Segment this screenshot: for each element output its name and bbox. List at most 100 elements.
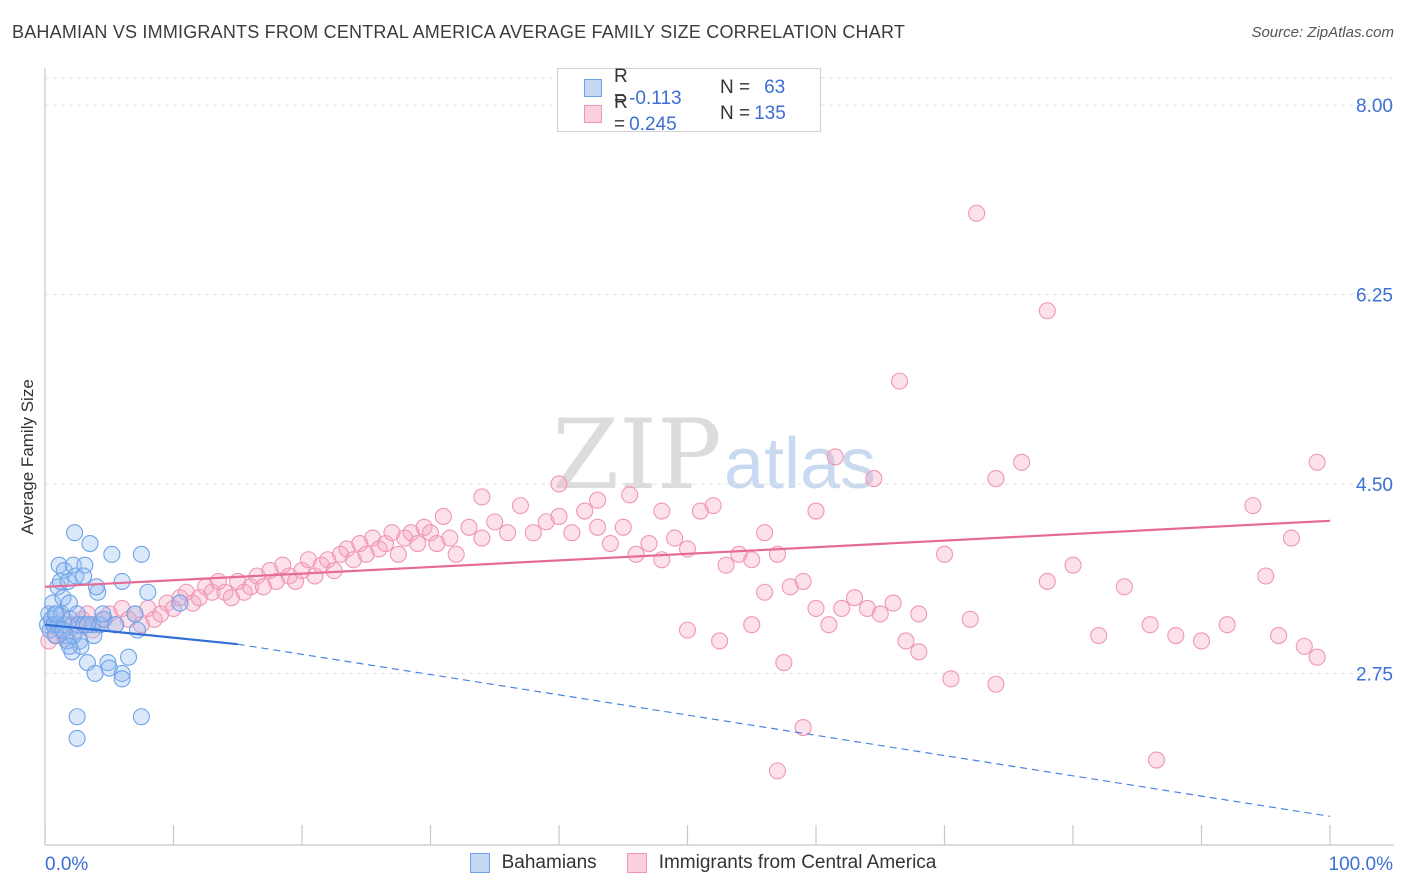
point-central-america <box>968 204 986 222</box>
point-central-america <box>807 502 825 520</box>
point-central-america <box>588 518 607 536</box>
point-central-america <box>338 540 356 558</box>
point-central-america <box>441 529 459 547</box>
trendline-bahamians <box>44 623 238 646</box>
point-bahamians <box>113 670 131 688</box>
x-tick-label-max: 100.0% <box>1329 854 1394 875</box>
point-central-america <box>987 470 1005 488</box>
point-central-america <box>203 583 221 601</box>
point-central-america <box>1308 648 1326 666</box>
point-central-america <box>897 632 915 650</box>
x-tick-label-min: 0.0% <box>45 854 88 875</box>
legend-item-bahamians[interactable]: Bahamians <box>469 852 597 874</box>
legend-label-central-america: Immigrants from Central America <box>658 852 937 873</box>
legend-label-bahamians: Bahamians <box>501 852 597 873</box>
point-central-america <box>678 621 697 639</box>
point-bahamians <box>100 659 118 677</box>
point-central-america <box>499 524 517 542</box>
point-bahamians <box>139 583 157 601</box>
point-central-america <box>1038 302 1056 320</box>
point-central-america <box>524 524 542 542</box>
legend-swatch-bahamians <box>584 79 602 97</box>
legend-item-central-america[interactable]: Immigrants from Central America <box>626 852 937 874</box>
point-central-america <box>473 488 491 506</box>
point-central-america <box>871 605 889 623</box>
legend-stats: R = -0.113 N = 63 R = 0.245 N = 135 <box>557 66 821 135</box>
point-central-america <box>299 551 317 569</box>
point-central-america <box>254 578 273 596</box>
point-central-america <box>961 610 979 628</box>
point-central-america <box>717 556 735 574</box>
n-value: 63 <box>764 77 786 98</box>
point-central-america <box>1295 637 1313 655</box>
point-central-america <box>601 534 619 553</box>
point-central-america <box>421 524 440 542</box>
point-central-america <box>1141 616 1159 634</box>
point-central-america <box>473 529 491 547</box>
point-central-america <box>190 589 208 607</box>
point-central-america <box>434 507 452 526</box>
point-central-america <box>768 762 787 780</box>
point-central-america <box>935 545 954 563</box>
point-central-america <box>113 599 131 618</box>
point-bahamians <box>132 708 150 726</box>
point-bahamians <box>171 594 189 612</box>
point-central-america <box>402 524 420 542</box>
point-central-america <box>242 578 260 596</box>
point-bahamians <box>85 626 103 645</box>
point-central-america <box>537 513 555 531</box>
point-central-america <box>1090 626 1108 645</box>
point-central-america <box>486 513 504 531</box>
r-value: 0.245 <box>629 114 677 135</box>
legend-swatch-bahamians <box>469 853 490 873</box>
point-central-america <box>376 534 395 553</box>
point-central-america <box>621 486 639 504</box>
point-central-america <box>1308 453 1326 471</box>
point-central-america <box>1115 578 1133 596</box>
point-central-america <box>1064 556 1082 574</box>
point-bahamians <box>113 664 131 682</box>
point-bahamians <box>113 572 131 590</box>
point-central-america <box>550 475 568 493</box>
point-central-america <box>152 605 170 623</box>
point-central-america <box>1147 751 1166 769</box>
point-central-america <box>627 545 645 563</box>
y-tick-label: 4.50 <box>1356 475 1393 496</box>
point-central-america <box>858 599 876 618</box>
point-bahamians <box>76 556 94 574</box>
point-central-america <box>910 605 928 623</box>
point-central-america <box>1244 497 1262 515</box>
point-central-america <box>389 545 407 563</box>
point-central-america <box>794 572 812 590</box>
point-central-america <box>588 491 607 509</box>
point-central-america <box>447 545 465 563</box>
point-bahamians <box>75 567 93 585</box>
point-bahamians <box>126 605 144 623</box>
y-tick-label: 2.75 <box>1356 664 1393 685</box>
chart-title: BAHAMIAN VS IMMIGRANTS FROM CENTRAL AMER… <box>12 22 906 42</box>
point-central-america <box>428 534 446 553</box>
point-central-america <box>460 518 478 536</box>
r-label: R = <box>614 92 628 135</box>
point-bahamians <box>68 708 86 726</box>
legend-swatch-central-america <box>626 853 647 873</box>
point-central-america <box>653 502 671 520</box>
point-bahamians <box>132 545 150 563</box>
point-bahamians <box>87 578 105 596</box>
point-central-america <box>344 551 362 569</box>
point-central-america <box>274 556 292 574</box>
point-central-america <box>704 497 722 515</box>
point-central-america <box>1013 453 1031 471</box>
point-central-america <box>614 518 632 536</box>
point-central-america <box>794 719 812 737</box>
watermark-atlas: atlas <box>724 424 876 504</box>
point-bahamians <box>46 605 64 623</box>
point-central-america <box>942 670 960 688</box>
n-label: N = <box>720 77 751 98</box>
point-bahamians <box>54 621 72 639</box>
point-central-america <box>1192 632 1211 650</box>
point-bahamians <box>103 545 121 563</box>
point-central-america <box>833 599 851 618</box>
point-bahamians <box>119 648 138 666</box>
